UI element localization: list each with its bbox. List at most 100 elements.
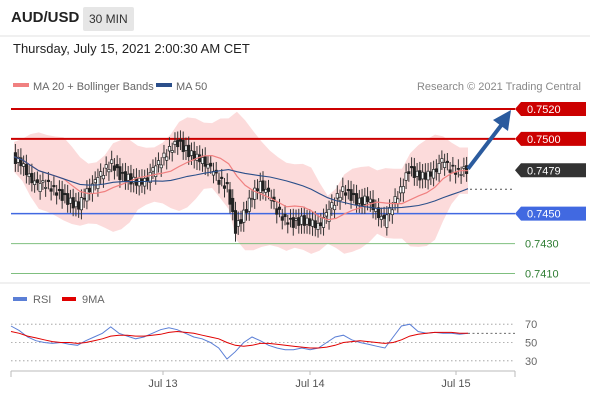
rsi-tick-label: 30	[525, 356, 537, 368]
candle-body	[294, 218, 298, 221]
candle-body	[184, 145, 188, 151]
candle-body	[412, 166, 416, 178]
ma9-legend-label: 9MA	[82, 294, 105, 306]
ma20-legend-swatch	[13, 83, 29, 87]
candle-body	[286, 222, 290, 225]
level-label-2: 0.7479	[527, 165, 561, 177]
candle-body	[99, 171, 103, 177]
candle-body	[200, 157, 205, 164]
candle-body	[129, 173, 133, 185]
level-label-1: 0.7500	[527, 134, 561, 146]
candle-body	[57, 188, 61, 192]
candle-body	[104, 164, 108, 169]
rsi-tick-label: 70	[525, 319, 537, 331]
candle-body	[68, 197, 72, 204]
candle-body	[275, 208, 279, 215]
x-tick-label: Jul 15	[441, 378, 470, 390]
level-tag-1	[515, 131, 586, 146]
candle-body	[396, 198, 400, 205]
candle-body	[308, 218, 312, 227]
candle-body	[231, 197, 235, 213]
candle-body	[250, 198, 254, 201]
candle-body	[421, 171, 425, 180]
candle-body	[390, 209, 394, 216]
candle-body	[242, 209, 246, 223]
candle-body	[346, 188, 350, 192]
candle-body	[283, 213, 287, 218]
candle-body	[189, 150, 194, 156]
candle-body	[382, 214, 386, 219]
candle-body	[33, 180, 37, 185]
candle-body	[247, 197, 251, 212]
candle-body	[170, 150, 174, 153]
candle-body	[187, 144, 191, 158]
candle-body	[355, 193, 359, 205]
candle-body	[88, 187, 92, 193]
candle-body	[258, 181, 262, 193]
x-tick-label: Jul 13	[148, 378, 177, 390]
candle-body	[349, 189, 353, 201]
candle-body	[35, 179, 39, 183]
candle-body	[335, 193, 339, 199]
candle-body	[280, 216, 284, 221]
candle-body	[151, 167, 155, 172]
candle-body	[385, 214, 389, 228]
candle-body	[415, 170, 419, 177]
candle-body	[266, 187, 271, 192]
candle-body	[159, 164, 163, 169]
rsi-tick-label: 50	[525, 338, 537, 350]
candle-body	[236, 220, 240, 227]
chart-header: AUD/USD 30 MIN	[0, 0, 590, 36]
candle-body	[55, 192, 59, 196]
candle-body	[225, 182, 229, 185]
candle-body	[404, 172, 408, 181]
candle-body	[399, 186, 403, 194]
forecast-arrow-shaft	[466, 121, 505, 171]
candle-body	[118, 166, 122, 180]
candle-body	[63, 192, 67, 196]
candle-body	[110, 159, 114, 164]
candle-body	[24, 163, 28, 176]
candle-body	[462, 166, 466, 169]
candle-body	[123, 171, 127, 182]
candle-body	[101, 175, 105, 180]
candle-body	[363, 195, 367, 205]
rsi-line	[10, 323, 469, 360]
symbol-label: AUD/USD	[11, 9, 80, 26]
ma20-line	[13, 154, 468, 221]
level-tag-2	[515, 163, 586, 178]
candle-body	[454, 172, 458, 175]
candle-body	[154, 165, 158, 177]
candle-body	[41, 180, 45, 183]
candle-body	[429, 171, 433, 177]
candle-body	[77, 201, 81, 210]
candle-body	[330, 202, 334, 209]
candle-body	[297, 217, 301, 226]
candle-body	[255, 188, 260, 192]
candle-body	[360, 197, 364, 206]
candle-body	[44, 187, 48, 189]
candle-body	[426, 170, 430, 181]
candle-body	[162, 152, 166, 159]
candle-body	[19, 157, 23, 167]
candle-body	[148, 172, 152, 183]
interval-badge[interactable]: 30 MIN	[83, 7, 134, 31]
candle-body	[178, 139, 183, 142]
candle-body	[46, 179, 50, 182]
candle-body	[368, 198, 372, 203]
candle-body	[220, 176, 224, 179]
candle-body	[418, 170, 422, 181]
candle-body	[239, 219, 243, 224]
candle-body	[121, 172, 125, 174]
candle-body	[52, 185, 56, 188]
candle-body	[324, 212, 328, 217]
candle-body	[310, 219, 315, 227]
candle-body	[448, 169, 452, 173]
candle-body	[443, 162, 447, 168]
candle-body	[451, 164, 455, 167]
candle-body	[299, 215, 304, 225]
candle-body	[264, 188, 268, 193]
candle-body	[393, 196, 397, 203]
ma9-legend-swatch	[62, 297, 76, 301]
candle-body	[222, 185, 227, 189]
